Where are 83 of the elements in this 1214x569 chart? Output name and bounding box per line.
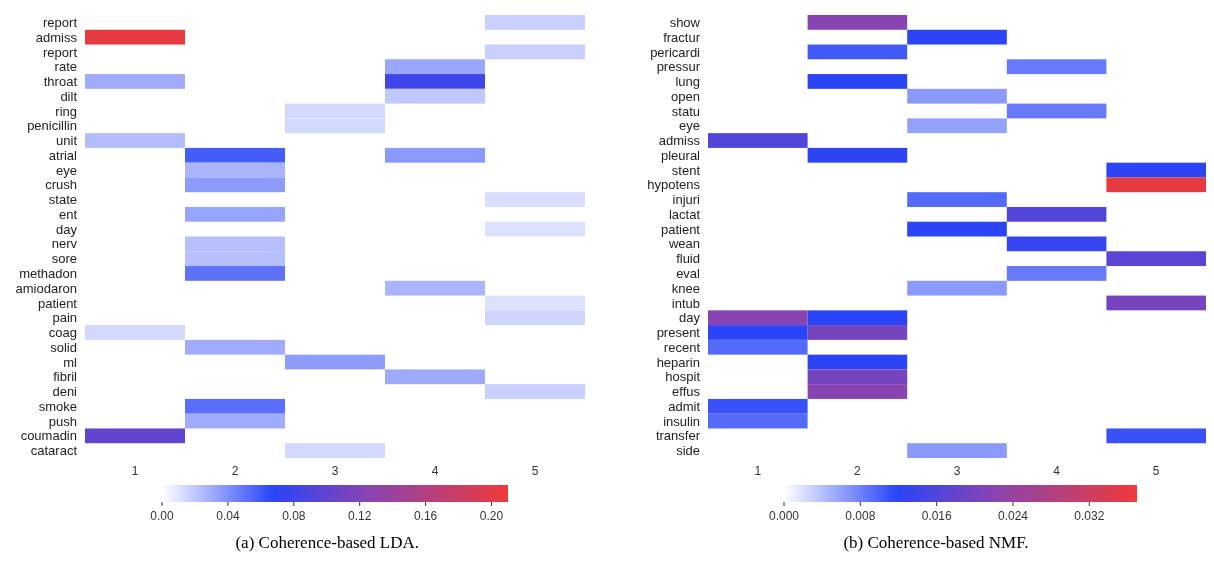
y-tick-label: state xyxy=(48,192,77,208)
x-tick-label: 3 xyxy=(953,463,961,478)
y-tick-label: unit xyxy=(56,133,78,149)
color-bar-label: 0.20 xyxy=(479,509,504,523)
text: (a) Coherence-based LDA. xyxy=(234,533,421,553)
color-bar-label: 0.016 xyxy=(921,509,952,523)
y-tick-label: open xyxy=(671,88,700,104)
color-bar-label: 0.008 xyxy=(845,509,876,523)
y-tick-label: nerv xyxy=(51,236,78,252)
y-tick-label: lactat xyxy=(668,206,701,222)
y-tick-label: heparin xyxy=(656,354,700,370)
color-bar-label: 0.000 xyxy=(768,509,800,523)
y-tick-label: penicillin xyxy=(27,118,77,134)
y-tick-label: patient xyxy=(660,221,701,237)
color-bar-label: 0.12 xyxy=(348,509,372,523)
y-tick-label: patient xyxy=(37,295,78,311)
color-bar-label: 0.024 xyxy=(997,509,1029,523)
y-tick-label: dilt xyxy=(60,88,78,104)
y-tick-label: injuri xyxy=(672,192,701,208)
y-tick-label: show xyxy=(669,15,701,30)
x-tick-label: 2 xyxy=(854,463,862,478)
y-tick-label: insulin xyxy=(663,413,700,429)
x-tick-label: 5 xyxy=(1152,463,1160,478)
y-tick-label: sore xyxy=(51,251,77,267)
y-tick-label: report xyxy=(43,15,78,30)
x-tick-label: 4 xyxy=(431,463,439,478)
y-tick-label: ml xyxy=(63,354,78,370)
y-tick-label: pain xyxy=(52,310,77,326)
y-tick-label: ring xyxy=(55,103,77,119)
y-tick-label: hospit xyxy=(665,369,701,385)
y-tick-label: wean xyxy=(667,236,700,252)
color-bar-label: 0.16 xyxy=(413,509,438,523)
y-tick-label: solid xyxy=(50,339,77,355)
y-tick-label: intub xyxy=(671,295,700,311)
y-tick-label: transfer xyxy=(655,428,701,444)
y-tick-label: eye xyxy=(56,162,77,178)
y-tick-label: report xyxy=(43,44,78,60)
y-tick-label: throat xyxy=(43,74,78,90)
y-tick-label: methadon xyxy=(19,266,77,282)
y-tick-label: effus xyxy=(672,384,701,400)
color-bar-label: 0.04 xyxy=(216,509,240,523)
y-tick-label: eval xyxy=(676,266,701,282)
x-tick-label: 1 xyxy=(131,463,139,478)
y-tick-label: statu xyxy=(671,103,700,119)
y-tick-label: day xyxy=(679,310,701,326)
y-tick-label: knee xyxy=(671,280,700,296)
x-tick-label: 1 xyxy=(754,463,762,478)
y-tick-label: admit xyxy=(668,398,701,414)
y-tick-label: deni xyxy=(52,384,78,400)
y-tick-label: present xyxy=(656,325,701,341)
y-tick-label: pericardi xyxy=(650,44,701,60)
y-tick-label: coumadin xyxy=(20,428,77,444)
y-tick-label: fluid xyxy=(676,251,700,267)
x-tick-label: 2 xyxy=(231,463,239,478)
y-tick-label: coag xyxy=(48,325,77,341)
y-tick-label: hypotens xyxy=(647,177,701,193)
y-tick-label: recent xyxy=(663,339,701,355)
y-tick-label: amiodaron xyxy=(15,280,77,296)
y-tick-label: crush xyxy=(45,177,77,193)
y-tick-label: fractur xyxy=(663,29,701,45)
color-bar-label: 0.00 xyxy=(150,509,174,523)
y-tick-label: rate xyxy=(54,59,77,75)
x-tick-label: 5 xyxy=(531,463,539,478)
y-tick-label: admiss xyxy=(35,29,78,45)
y-tick-label: admiss xyxy=(658,133,701,149)
y-tick-label: pressur xyxy=(656,59,701,75)
y-tick-label: atrial xyxy=(48,147,78,163)
y-tick-label: smoke xyxy=(38,398,77,414)
y-tick-label: ent xyxy=(58,206,78,222)
y-tick-label: cataract xyxy=(30,443,78,459)
color-bar-label: 0.08 xyxy=(282,509,306,523)
y-tick-label: fibril xyxy=(53,369,78,385)
text: (b) Coherence-based NMF. xyxy=(842,533,1030,553)
color-bar-label: 0.032 xyxy=(1074,509,1105,523)
y-tick-label: eye xyxy=(679,118,700,134)
x-tick-label: 4 xyxy=(1053,463,1061,478)
y-tick-label: lung xyxy=(675,74,700,90)
y-tick-label: day xyxy=(56,221,78,237)
y-tick-label: pleural xyxy=(660,147,701,163)
y-tick-label: push xyxy=(48,413,77,429)
x-tick-label: 3 xyxy=(331,463,339,478)
y-tick-label: side xyxy=(676,443,700,459)
y-tick-label: stent xyxy=(671,162,701,178)
